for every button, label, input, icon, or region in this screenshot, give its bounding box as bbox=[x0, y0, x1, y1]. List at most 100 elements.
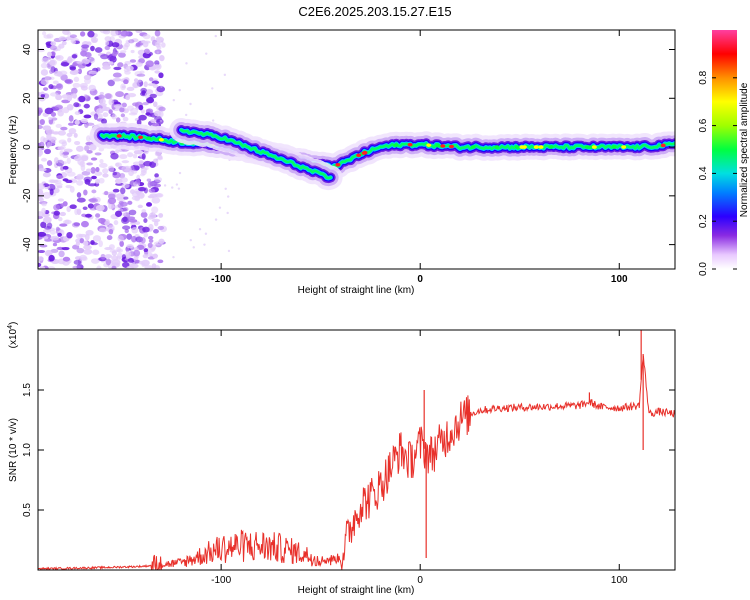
noise-dot bbox=[147, 83, 156, 87]
spectrogram-y-ticks: -40 -20 0 20 40 bbox=[22, 44, 675, 252]
noise-dot bbox=[83, 95, 91, 102]
noise-dot bbox=[142, 101, 149, 106]
noise-dot bbox=[67, 122, 75, 126]
noise-dot bbox=[75, 241, 80, 246]
noise-dot bbox=[98, 227, 107, 233]
noise-dot bbox=[38, 147, 43, 154]
ridge-hotspot bbox=[362, 150, 368, 155]
noise-dot bbox=[98, 177, 105, 184]
noise-dot bbox=[56, 83, 62, 89]
noise-dot bbox=[50, 117, 58, 121]
noise-dot bbox=[138, 114, 147, 121]
noise-dot bbox=[55, 123, 62, 128]
noise-dot bbox=[57, 198, 65, 202]
noise-dot bbox=[79, 238, 85, 244]
spectrogram-panel: -100 0 100 -40 -20 0 20 40 Height of straight … bbox=[8, 29, 676, 296]
noise-dot bbox=[126, 233, 133, 240]
noise-dot bbox=[211, 119, 215, 122]
noise-dot bbox=[38, 168, 47, 172]
noise-dot bbox=[121, 165, 130, 173]
noise-dot bbox=[153, 64, 161, 69]
noise-dot bbox=[142, 33, 151, 40]
noise-dot bbox=[151, 218, 161, 223]
noise-dot bbox=[79, 161, 86, 168]
noise-dot bbox=[149, 93, 157, 99]
noise-dot bbox=[185, 62, 188, 65]
noise-dot bbox=[111, 113, 117, 120]
noise-dot bbox=[74, 140, 81, 146]
noise-dot bbox=[60, 61, 70, 67]
noise-dot bbox=[158, 213, 164, 218]
ridge-hotspot bbox=[335, 162, 341, 167]
noise-dot bbox=[43, 76, 52, 81]
noise-dot bbox=[39, 244, 48, 248]
noise-dot bbox=[89, 143, 97, 151]
noise-dot bbox=[178, 171, 182, 175]
noise-dot bbox=[68, 115, 74, 122]
noise-dot bbox=[108, 202, 115, 210]
noise-dot bbox=[64, 78, 74, 85]
noise-dot bbox=[132, 153, 138, 159]
noise-dot bbox=[72, 244, 80, 250]
noise-dot bbox=[42, 172, 51, 178]
noise-dot bbox=[71, 40, 76, 45]
noise-dot bbox=[85, 213, 92, 218]
noise-dot bbox=[120, 113, 126, 118]
noise-dot bbox=[159, 119, 163, 123]
secondary-ridge bbox=[169, 118, 343, 191]
ridge-hotspot bbox=[621, 145, 627, 149]
noise-dot bbox=[52, 80, 59, 85]
noise-dot bbox=[38, 256, 44, 261]
noise-dot bbox=[74, 119, 80, 125]
noise-dot bbox=[49, 69, 54, 74]
noise-dot bbox=[112, 51, 118, 57]
noise-dot bbox=[112, 72, 122, 78]
noise-dot bbox=[141, 209, 147, 213]
noise-dot bbox=[83, 74, 92, 81]
noise-dot bbox=[39, 197, 45, 202]
noise-dot bbox=[119, 172, 126, 179]
noise-dot bbox=[60, 203, 65, 208]
noise-dot bbox=[137, 204, 143, 209]
noise-dot bbox=[178, 88, 181, 92]
noise-dot bbox=[159, 54, 165, 62]
noise-dot bbox=[77, 68, 82, 75]
noise-dot bbox=[61, 141, 68, 147]
noise-dot bbox=[116, 246, 121, 253]
noise-dot bbox=[53, 204, 61, 211]
noise-dot bbox=[111, 265, 117, 269]
noise-dot bbox=[60, 126, 68, 131]
colorbar-tick-label: 0.6 bbox=[698, 118, 709, 132]
noise-dot bbox=[117, 203, 124, 209]
noise-dot bbox=[143, 160, 153, 167]
noise-dot bbox=[38, 215, 44, 219]
ridge-hotspot bbox=[407, 142, 413, 147]
noise-dot bbox=[58, 250, 65, 258]
noise-dot bbox=[91, 175, 97, 180]
noise-dot bbox=[218, 206, 222, 209]
noise-dot bbox=[104, 254, 113, 259]
x-tick-label: 0 bbox=[417, 274, 423, 285]
ridge-hotspot bbox=[533, 145, 539, 149]
noise-dot bbox=[100, 53, 109, 60]
ridge-hotspot bbox=[538, 145, 544, 149]
noise-dot bbox=[131, 226, 139, 234]
noise-dot bbox=[121, 102, 127, 108]
noise-dot bbox=[62, 165, 69, 170]
ridge-hotspot bbox=[426, 143, 432, 147]
ridge-hotspot bbox=[611, 145, 617, 149]
noise-dot bbox=[95, 204, 105, 212]
noise-dot bbox=[148, 77, 154, 82]
noise-dot bbox=[50, 51, 56, 57]
noise-dot bbox=[66, 231, 73, 239]
ridge-hotspot bbox=[435, 143, 441, 148]
noise-dot bbox=[86, 41, 92, 46]
noise-dot bbox=[119, 154, 128, 160]
noise-dot bbox=[104, 190, 109, 196]
noise-dot bbox=[60, 145, 66, 150]
noise-dot bbox=[73, 133, 78, 138]
noise-dot bbox=[86, 162, 94, 166]
noise-dot bbox=[132, 102, 139, 107]
noise-dot bbox=[128, 112, 138, 116]
